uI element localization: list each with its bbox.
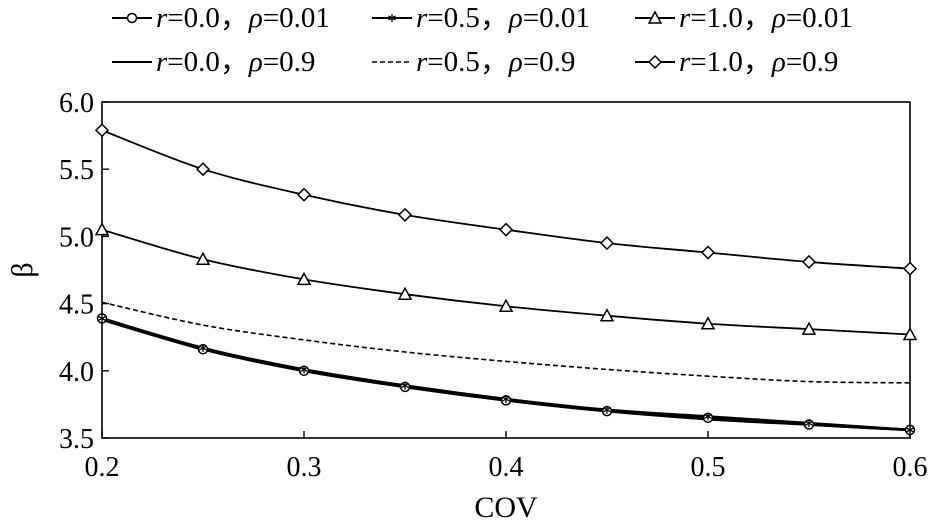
y-tick-label: 4.5 (59, 290, 94, 321)
series-line-4 (101, 301, 911, 384)
point-1-2 (300, 365, 308, 374)
point-5-6 (700, 245, 716, 260)
x-tick-label: 0.6 (893, 452, 928, 483)
legend-label: r=0.5，ρ=0.01 (416, 2, 590, 34)
point-2-3 (397, 286, 413, 300)
legend-item-1: r=0.5，ρ=0.01 (372, 2, 590, 34)
legend-item-5: r=1.0，ρ=0.9 (635, 46, 838, 78)
point-2-0 (94, 222, 110, 236)
y-tick-label: 5.5 (59, 155, 94, 186)
point-2-4 (498, 298, 514, 313)
legend-marker (388, 14, 396, 22)
series-line-3 (101, 318, 911, 432)
legend-label: r=1.0，ρ=0.9 (679, 46, 838, 78)
legend-item-4: r=0.5，ρ=0.9 (372, 46, 575, 78)
legend-item-0: r=0.0，ρ=0.01 (112, 2, 330, 34)
point-2-2 (296, 271, 312, 286)
y-tick-label: 6.0 (59, 88, 94, 119)
y-tick-label: 3.5 (59, 424, 94, 455)
legend-marker (647, 54, 663, 70)
legend-label: r=0.0，ρ=0.9 (156, 46, 315, 78)
x-tick-label: 0.2 (85, 452, 120, 483)
series-lines (101, 129, 911, 432)
x-tick-label: 0.5 (691, 452, 726, 483)
legend-item-3: r=0.0，ρ=0.9 (112, 46, 315, 78)
point-5-8 (902, 261, 918, 276)
point-5-0 (94, 123, 110, 138)
legend-label: r=1.0，ρ=0.01 (679, 2, 853, 34)
series-line-1 (101, 317, 911, 432)
point-1-5 (603, 405, 611, 414)
x-tick-label: 0.3 (287, 452, 322, 483)
point-1-4 (502, 395, 510, 404)
point-1-1 (199, 343, 207, 352)
point-5-2 (296, 187, 312, 202)
point-2-7 (801, 321, 817, 335)
point-2-8 (902, 326, 918, 341)
legend-label: r=0.5，ρ=0.9 (416, 46, 575, 78)
point-1-6 (704, 412, 712, 421)
legend-label: r=0.0，ρ=0.01 (156, 2, 330, 34)
point-1-7 (805, 419, 813, 428)
y-tick-label: 5.0 (59, 222, 94, 253)
x-tick-label: 0.4 (489, 452, 524, 483)
x-axis-title: COV (474, 491, 538, 524)
legend: r=0.0，ρ=0.01 r=0.5，ρ=0.01 r=1.0，ρ=0.01 r=0.… (112, 2, 853, 78)
point-5-4 (498, 222, 514, 237)
y-tick-label: 4.0 (59, 357, 94, 388)
series-markers (94, 123, 918, 436)
y-axis-title: β (6, 262, 39, 277)
plot-frame (101, 101, 911, 439)
axis-ticks: 0.2 0.3 0.4 0.5 0.6 3.5 4.0 4.5 5.0 5.5 6.0 (59, 88, 928, 483)
legend-marker (647, 10, 663, 24)
point-2-1 (195, 251, 211, 265)
point-5-3 (397, 207, 413, 222)
point-2-6 (700, 316, 716, 330)
point-5-1 (195, 162, 211, 177)
point-5-5 (599, 236, 615, 251)
point-1-3 (401, 381, 409, 390)
point-5-7 (801, 254, 817, 269)
series-line-5 (101, 129, 911, 270)
legend-item-2: r=1.0，ρ=0.01 (635, 2, 853, 34)
point-1-8 (906, 425, 914, 434)
point-2-5 (599, 308, 615, 322)
series-line-0 (101, 317, 911, 432)
series-line-2 (101, 228, 911, 336)
legend-marker (126, 12, 138, 24)
point-1-0 (98, 314, 106, 323)
